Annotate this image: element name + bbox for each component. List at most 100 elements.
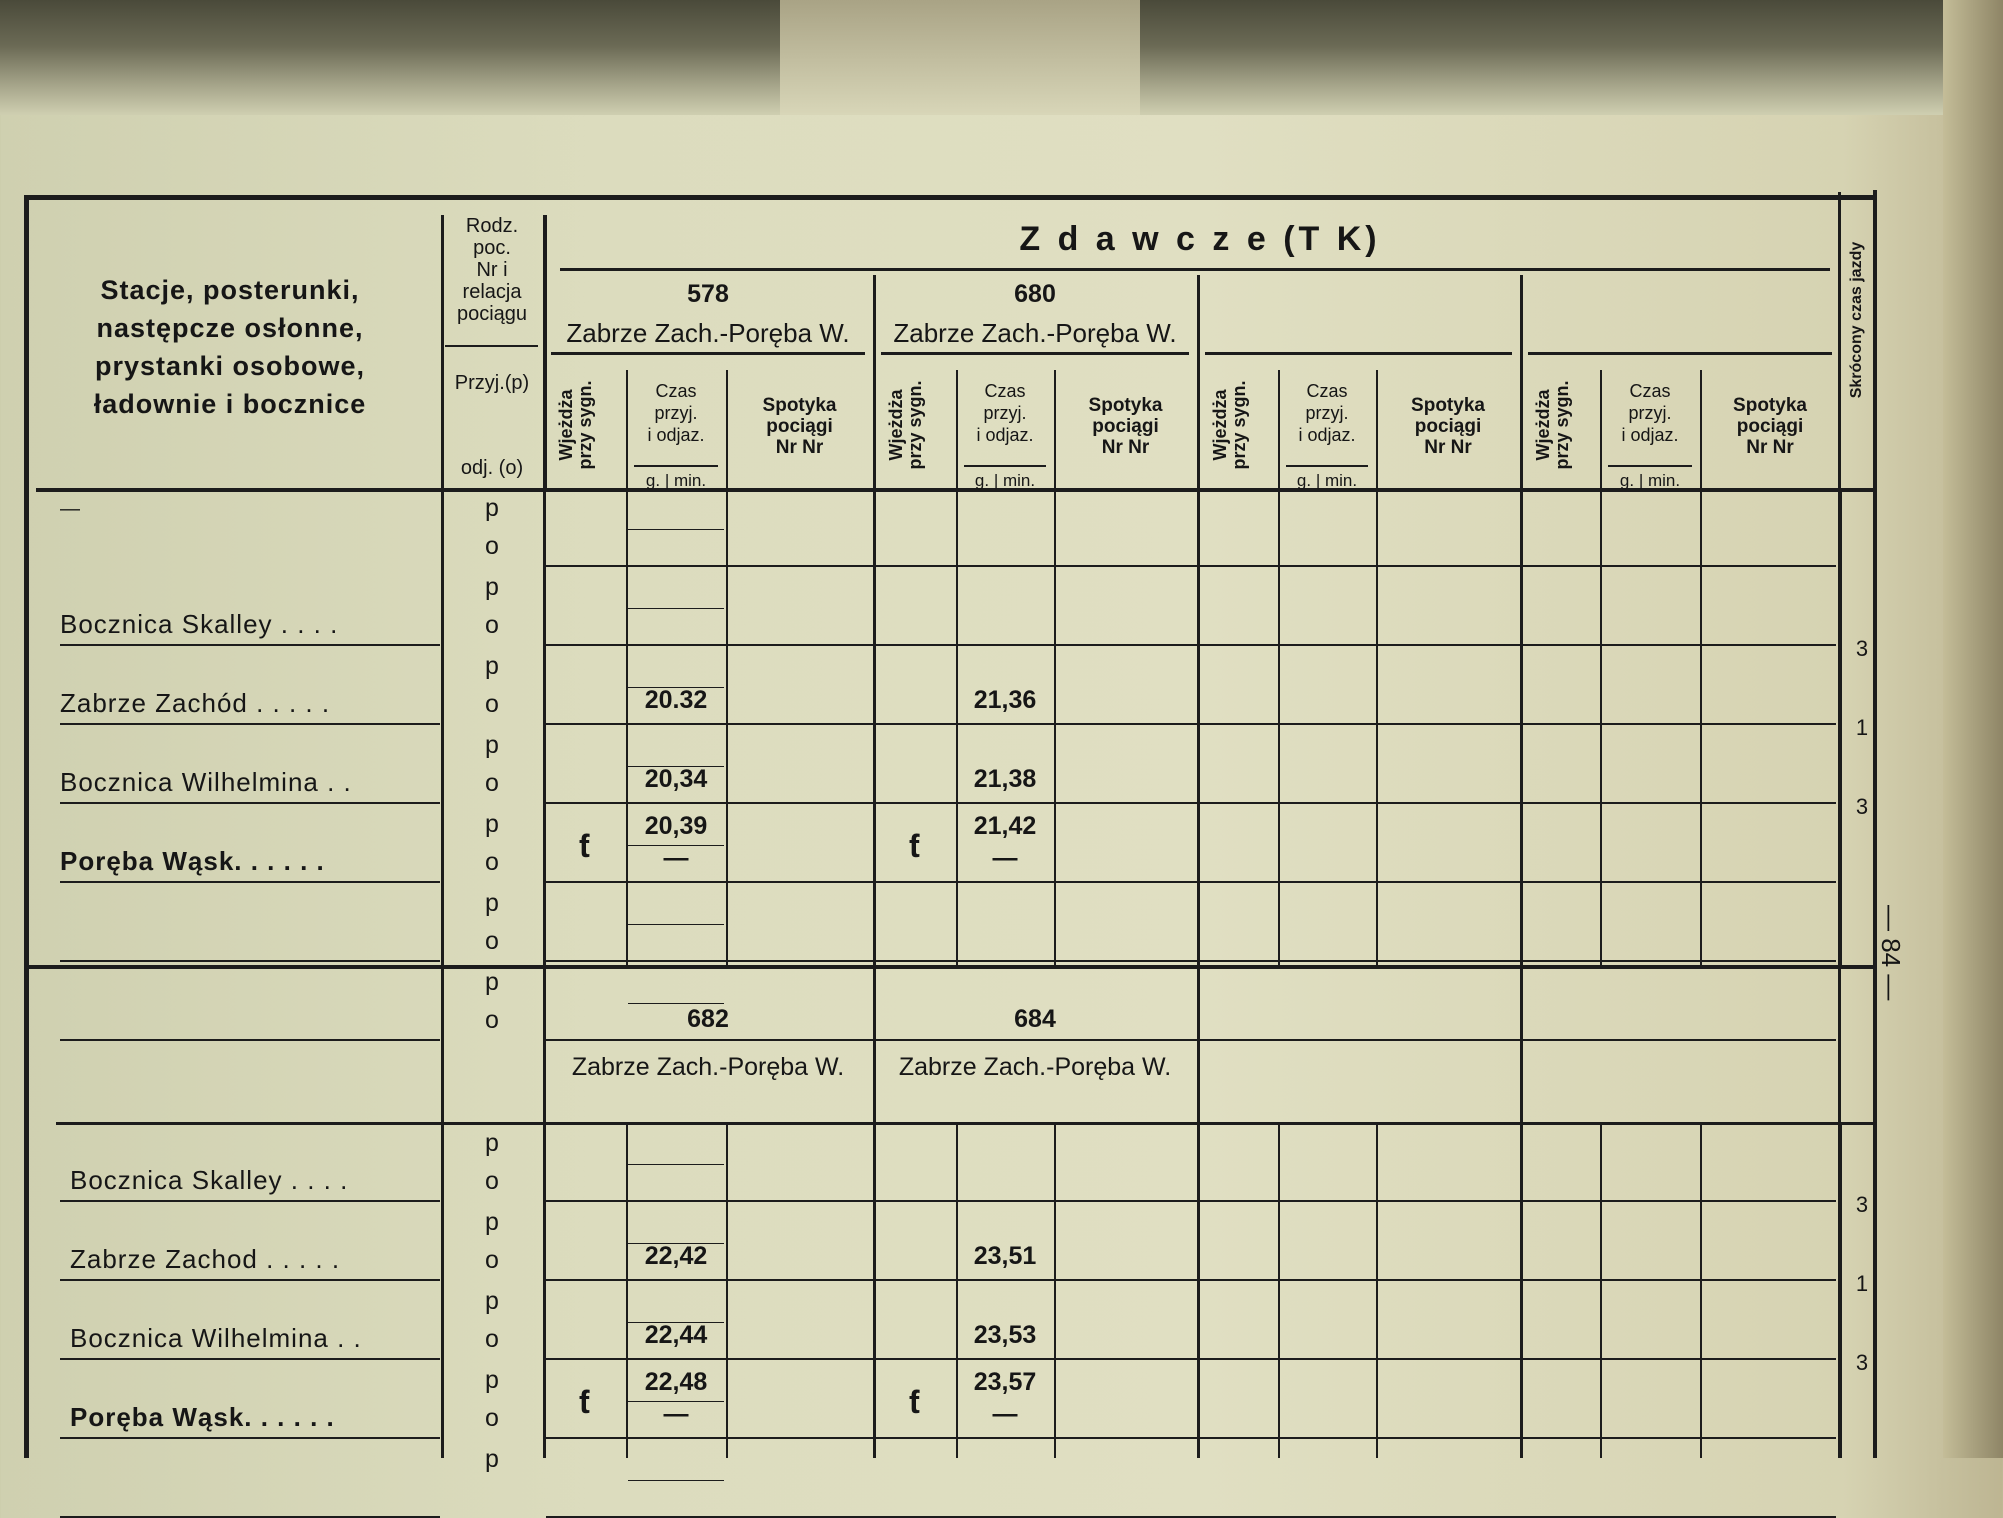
- rule-line: [60, 1437, 440, 1439]
- arrival-marker: p: [485, 1287, 499, 1315]
- wjezdza-label-line: Wjeżdża: [1210, 389, 1230, 461]
- rule-line: [873, 969, 876, 1122]
- arrival-time: 20,39: [644, 812, 708, 840]
- departure-marker: o: [485, 1006, 499, 1034]
- station-name: Bocznica Wilhelmina . .: [60, 767, 352, 797]
- rule-line: [1700, 370, 1702, 490]
- departure-marker: o: [485, 1404, 499, 1432]
- rule-line: [1278, 370, 1280, 490]
- rule-line: [60, 1039, 440, 1041]
- rule-line: [1700, 490, 1702, 965]
- station-name: Bocznica Wilhelmina . .: [70, 1323, 362, 1353]
- rule-line: [626, 1125, 628, 1458]
- departure-marker: o: [485, 690, 499, 718]
- wjezdza-label-line: Wjeżdża: [1533, 389, 1553, 461]
- rule-line: [873, 275, 876, 490]
- rule-line: [628, 923, 724, 925]
- departure-marker: o: [485, 1325, 499, 1353]
- rule-line: [1197, 275, 1200, 490]
- rule-line: [628, 607, 724, 609]
- departure-marker: o: [485, 611, 499, 639]
- rule-line: [1376, 490, 1378, 965]
- rule-line: [24, 965, 1876, 969]
- stations-header-label: następcze osłonne,: [96, 313, 364, 343]
- train-number: 680: [1014, 280, 1056, 308]
- rule-line: [726, 370, 728, 490]
- rule-line: [441, 969, 444, 1122]
- rule-line: [546, 1039, 1836, 1041]
- rule-line: [546, 1358, 1836, 1360]
- rule-line: [1054, 1125, 1056, 1458]
- czas-header-label: i odjaz.: [976, 425, 1034, 445]
- rodz-header-label: relacja: [462, 281, 522, 303]
- rule-line: [1197, 969, 1200, 1122]
- rule-line: [60, 960, 440, 962]
- departure-marker: o: [485, 532, 499, 560]
- rule-line: [24, 195, 29, 1458]
- departure-marker: o: [485, 848, 499, 876]
- departure-marker: o: [485, 1246, 499, 1274]
- rule-line: [441, 1125, 444, 1458]
- rule-line: [881, 352, 1189, 355]
- rule-line: [60, 802, 440, 804]
- czas-units-label: g. | min.: [1619, 471, 1681, 490]
- wjezdza-header-label: Wjeżdża przy sygn.: [1210, 375, 1249, 475]
- skrocony-value: 3: [1855, 1192, 1869, 1217]
- arrival-time: 22,48: [644, 1368, 708, 1396]
- rule-line: [956, 1125, 958, 1458]
- rule-line: [60, 1279, 440, 1281]
- rule-line: [546, 802, 1836, 804]
- wjezdza-header-label: Wjeżdża przy sygn.: [1533, 375, 1572, 475]
- train-number: 682: [687, 1005, 729, 1033]
- spotyka-header-label: pociągi: [1736, 416, 1804, 437]
- rule-line: [628, 1321, 724, 1323]
- signal-mark: ƭ: [579, 828, 590, 864]
- departure-marker: o: [485, 927, 499, 955]
- rule-line: [1205, 352, 1512, 355]
- departure-time: —: [663, 1400, 689, 1428]
- rule-line: [1600, 490, 1602, 965]
- rule-line: [546, 881, 1836, 883]
- rule-line: [1376, 370, 1378, 490]
- rule-line: [60, 1358, 440, 1360]
- rule-line: [1600, 1125, 1602, 1458]
- rule-line: [543, 275, 546, 490]
- rule-line: [956, 490, 958, 965]
- departure-marker: o: [485, 1167, 499, 1195]
- rule-line: [1840, 1125, 1842, 1458]
- czas-header-label: Czas: [1306, 381, 1348, 401]
- rule-line: [1600, 370, 1602, 490]
- spotyka-header-label: pociągi: [1092, 416, 1159, 437]
- rodz-header-label: pociągu: [456, 303, 528, 325]
- rule-line: [626, 490, 628, 965]
- skrocony-value: 1: [1855, 1271, 1869, 1296]
- arrival-marker: p: [485, 1445, 499, 1473]
- departure-time: —: [663, 844, 689, 872]
- rule-line: [1520, 275, 1523, 490]
- wjezdza-header-label: Wjeżdża przy sygn.: [886, 375, 925, 475]
- skrocony-value: 3: [1855, 1350, 1869, 1375]
- rule-line: [60, 723, 440, 725]
- rule-line: [873, 490, 876, 965]
- wjezdza-label-line: przy sygn.: [1552, 380, 1572, 470]
- czas-header-label: przyj.: [1628, 403, 1672, 423]
- rule-line: [873, 1125, 876, 1458]
- rule-line: [546, 723, 1836, 725]
- departure-time: 23,53: [973, 1321, 1037, 1349]
- spotyka-header-label: Spotyka: [1088, 395, 1163, 416]
- spotyka-header-label: Nr Nr: [1746, 437, 1794, 458]
- spotyka-header-label: Spotyka: [1411, 395, 1485, 416]
- rule-line: [1840, 490, 1842, 965]
- departure-time: 22,44: [644, 1321, 708, 1349]
- train-relation: Zabrze Zach.-Poręba W.: [893, 318, 1177, 348]
- departure-time: 21,36: [973, 686, 1037, 714]
- rule-line: [628, 1479, 724, 1481]
- rule-line: [560, 268, 1830, 271]
- page-top-edge: [0, 0, 2003, 115]
- rule-line: [726, 1125, 728, 1458]
- odj-header-label: odj. (o): [460, 457, 524, 479]
- rule-line: [964, 465, 1046, 467]
- signal-mark: ƭ: [909, 828, 920, 864]
- rule-line: [1054, 490, 1056, 965]
- rule-line: [546, 1200, 1836, 1202]
